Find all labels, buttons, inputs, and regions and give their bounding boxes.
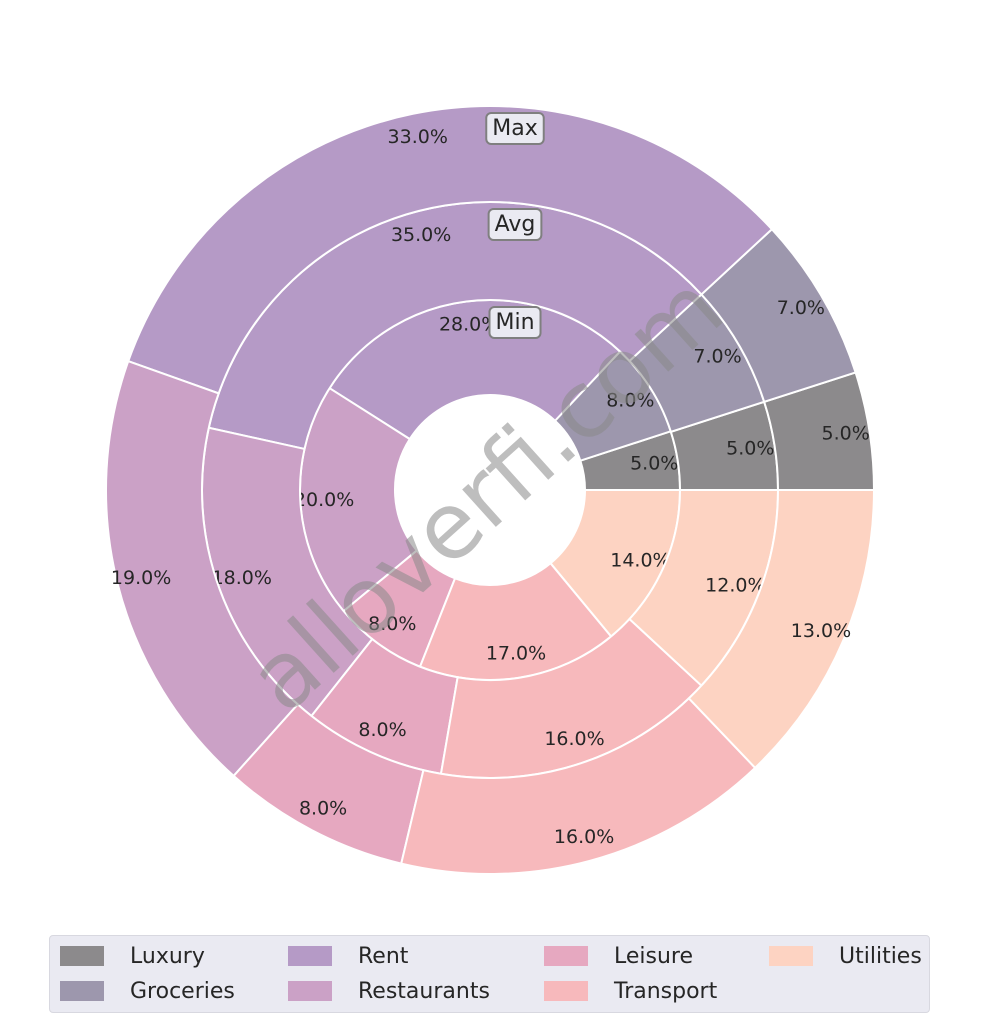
slice-label-min-groceries: 8.0% bbox=[606, 389, 654, 411]
legend-label: Leisure bbox=[614, 943, 694, 969]
slice-label-max-restaurants: 19.0% bbox=[111, 567, 171, 589]
legend-item-transport: Transport bbox=[544, 976, 717, 1006]
slice-label-avg-utilities: 12.0% bbox=[705, 575, 765, 597]
slice-label-min-luxury: 5.0% bbox=[630, 452, 678, 474]
legend-label: Transport bbox=[614, 978, 718, 1004]
slice-label-max-rent: 33.0% bbox=[388, 126, 448, 148]
slice-label-min-utilities: 14.0% bbox=[610, 549, 670, 571]
slice-label-max-groceries: 7.0% bbox=[777, 297, 825, 319]
legend-swatch bbox=[60, 981, 104, 1001]
slice-label-min-transport: 17.0% bbox=[486, 643, 546, 665]
legend-swatch bbox=[288, 946, 332, 966]
ring-label-max: Max bbox=[485, 112, 545, 145]
slice-label-avg-groceries: 7.0% bbox=[693, 346, 741, 368]
nested-donut-chart: 5.0% 8.0% 28.0% 20.0% 8.0% 17.0% 14.0% 5.0% 7.0%… bbox=[105, 105, 876, 875]
slice-label-avg-luxury: 5.0% bbox=[726, 438, 774, 460]
legend-swatch bbox=[288, 981, 332, 1001]
legend-item-leisure: Leisure bbox=[544, 941, 693, 971]
legend-item-restaurants: Restaurants bbox=[288, 976, 490, 1006]
slice-label-min-restaurants: 20.0% bbox=[294, 489, 354, 511]
slice-label-avg-leisure: 8.0% bbox=[358, 719, 406, 741]
legend-label: Restaurants bbox=[358, 978, 490, 1004]
legend-item-groceries: Groceries bbox=[60, 976, 235, 1006]
legend-label: Luxury bbox=[130, 943, 205, 969]
ring-label-min: Min bbox=[488, 306, 542, 339]
svg-text:Min: Min bbox=[495, 310, 534, 335]
slice-label-max-luxury: 5.0% bbox=[822, 423, 870, 445]
slice-label-min-rent: 28.0% bbox=[439, 314, 499, 336]
slice-label-max-leisure: 8.0% bbox=[299, 797, 347, 819]
slice-max-rent bbox=[126, 105, 774, 395]
slice-label-avg-transport: 16.0% bbox=[544, 728, 604, 750]
slice-label-avg-rent: 35.0% bbox=[391, 224, 451, 246]
legend-swatch bbox=[769, 946, 813, 966]
legend-label: Groceries bbox=[130, 978, 235, 1004]
legend-swatch bbox=[60, 946, 104, 966]
legend-swatch bbox=[544, 981, 588, 1001]
chart-legend: Luxury Groceries Rent Restaurants Leisure Tra… bbox=[49, 935, 930, 1013]
legend-swatch bbox=[544, 946, 588, 966]
legend-item-rent: Rent bbox=[288, 941, 408, 971]
svg-text:Avg: Avg bbox=[495, 212, 536, 237]
legend-item-utilities: Utilities bbox=[769, 941, 922, 971]
slice-label-avg-restaurants: 18.0% bbox=[212, 567, 272, 589]
slice-label-min-leisure: 8.0% bbox=[368, 613, 416, 635]
svg-text:Max: Max bbox=[492, 116, 537, 141]
legend-label: Rent bbox=[358, 943, 409, 969]
slice-label-max-transport: 16.0% bbox=[554, 826, 614, 848]
slice-max-utilities bbox=[687, 489, 876, 770]
ring-label-avg: Avg bbox=[487, 208, 543, 241]
legend-label: Utilities bbox=[839, 943, 922, 969]
slice-label-max-utilities: 13.0% bbox=[791, 620, 851, 642]
legend-item-luxury: Luxury bbox=[60, 941, 205, 971]
